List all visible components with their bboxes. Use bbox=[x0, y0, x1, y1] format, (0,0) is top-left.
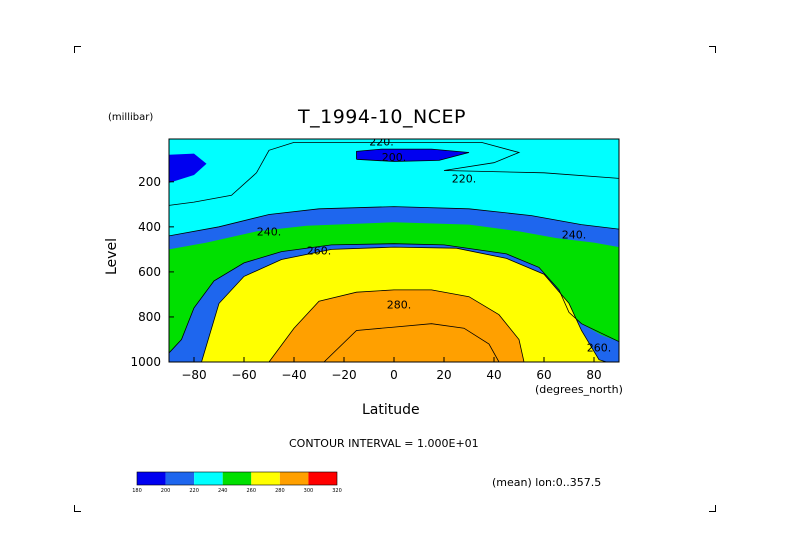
contour-label: 280. bbox=[387, 299, 412, 312]
contour-label: 220. bbox=[369, 135, 394, 148]
x-tick-label: 0 bbox=[390, 368, 398, 382]
colorbar-tick-label: 240 bbox=[218, 488, 228, 494]
y-tick-label: 800 bbox=[138, 310, 161, 324]
corner-mark-top-left bbox=[74, 46, 81, 53]
corner-mark-top-right bbox=[709, 46, 716, 53]
contour-line bbox=[169, 141, 619, 206]
x-tick-label: 20 bbox=[436, 368, 451, 382]
contour-line bbox=[323, 323, 500, 362]
y-tick-label: 200 bbox=[138, 175, 161, 189]
mean-longitude-note: (mean) lon:0..357.5 bbox=[492, 476, 602, 489]
y-tick-label: 600 bbox=[138, 265, 161, 279]
x-axis-label: Latitude bbox=[362, 402, 420, 418]
contour-line bbox=[169, 243, 619, 354]
x-tick-label: −60 bbox=[231, 368, 256, 382]
corner-mark-bottom-right bbox=[709, 505, 716, 512]
y-tick-label: 400 bbox=[138, 220, 161, 234]
colorbar-swatch bbox=[165, 472, 195, 485]
x-tick-label: −80 bbox=[181, 368, 206, 382]
contour-label: 240. bbox=[562, 229, 587, 242]
colorbar-swatch bbox=[308, 472, 337, 485]
y-tick-label: 1000 bbox=[130, 355, 161, 369]
contour-line bbox=[169, 206, 619, 237]
y-axis-unit: (millibar) bbox=[108, 112, 154, 123]
contour-band-190 bbox=[169, 153, 207, 183]
colorbar-swatch bbox=[137, 472, 166, 485]
contour-band-190 bbox=[356, 149, 469, 162]
x-axis-unit: (degrees_north) bbox=[535, 383, 623, 396]
chart-title: T_1994-10_NCEP bbox=[298, 106, 466, 128]
contour-label: 240. bbox=[257, 225, 282, 238]
colorbar-tick-label: 200 bbox=[161, 488, 171, 494]
corner-mark-bottom-left bbox=[74, 505, 81, 512]
contour-line bbox=[356, 148, 470, 162]
colorbar-tick-label: 180 bbox=[132, 488, 142, 494]
contour-label: 260. bbox=[587, 341, 612, 354]
colorbar-tick-label: 280 bbox=[275, 488, 285, 494]
contour-band-230 bbox=[169, 139, 619, 236]
plot-area: 220. 200. 220. 240. 260. 280. 240. 260. bbox=[169, 135, 619, 362]
contour-label: 260. bbox=[307, 245, 332, 258]
colorbar-swatch bbox=[222, 472, 252, 485]
colorbar-tick-label: 220 bbox=[189, 488, 199, 494]
colorbar-frame bbox=[136, 471, 338, 486]
colorbar-tick-label: 260 bbox=[247, 488, 257, 494]
x-tick-label: 40 bbox=[486, 368, 501, 382]
colorbar-tick-label: 320 bbox=[332, 488, 342, 494]
x-tick-label: −40 bbox=[281, 368, 306, 382]
x-tick-label: −20 bbox=[331, 368, 356, 382]
contour-interval-note: CONTOUR INTERVAL = 1.000E+01 bbox=[289, 437, 479, 450]
colorbar-swatch bbox=[279, 472, 309, 485]
contour-label: 220. bbox=[452, 172, 477, 185]
colorbar-tick-label: 300 bbox=[304, 488, 314, 494]
colorbar-swatch bbox=[194, 472, 223, 485]
contour-line bbox=[201, 246, 607, 362]
contour-line bbox=[268, 289, 525, 362]
x-tick-label: 60 bbox=[536, 368, 551, 382]
contour-label: 200. bbox=[382, 151, 407, 164]
x-tick-label: 80 bbox=[586, 368, 601, 382]
contour-band-290 bbox=[269, 289, 524, 362]
colorbar-swatch bbox=[251, 472, 280, 485]
